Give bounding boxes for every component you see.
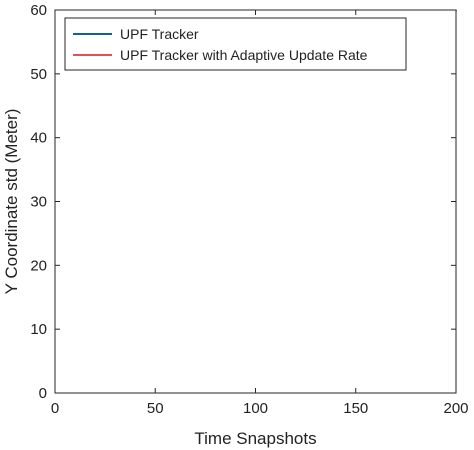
legend: UPF Tracker UPF Tracker with Adaptive Upd… [64,17,407,71]
x-tick-label: 100 [243,400,268,417]
axes: 0 50 100 150 200 0 10 20 30 40 50 60 [30,2,468,417]
legend-label-1: UPF Tracker [120,26,199,42]
x-tick-label: 50 [147,400,164,417]
y-tick-label: 0 [39,385,47,402]
y-tick-label: 50 [30,66,47,83]
y-axis-title: Y Coordinate std (Meter) [2,109,21,295]
y-tick-label: 60 [30,2,47,19]
y-tick-label: 20 [30,257,47,274]
legend-box [64,17,407,71]
y-tick-label: 30 [30,194,47,211]
x-tick-label: 150 [343,400,368,417]
y-tick-label: 10 [30,321,47,338]
y-tick-label: 40 [30,130,47,147]
x-axis-title: Time Snapshots [194,429,316,448]
x-tick-label: 0 [51,400,59,417]
legend-label-2: UPF Tracker with Adaptive Update Rate [120,47,368,63]
x-tick-label: 200 [443,400,468,417]
